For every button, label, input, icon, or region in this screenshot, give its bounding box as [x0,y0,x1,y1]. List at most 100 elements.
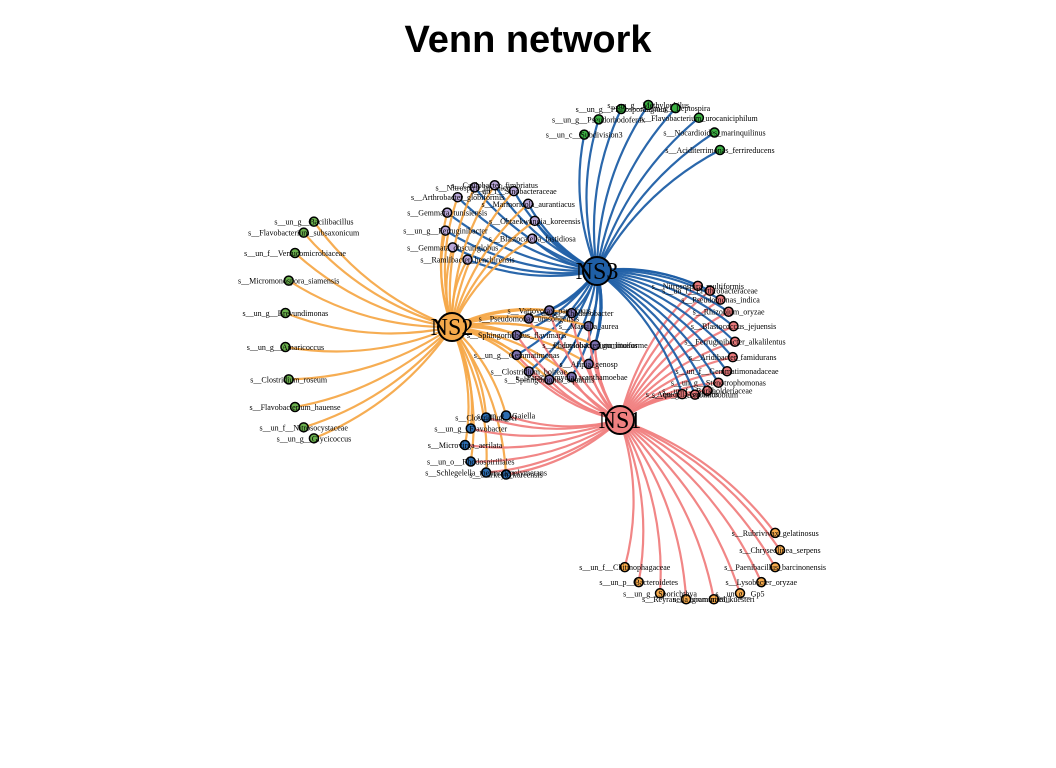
leaf-dot [713,377,724,388]
edge-s-gemmata-obscuriglobus-ns3 [452,246,598,275]
leaf-node-s-aciditerrimonas-ferrireducens: s__Aciditerrimonas_ferrireducens [665,144,775,156]
leaf-node-s-caulobacter-fimbriatus: s__Caulobacter_fimbriatus [451,179,538,191]
leaf-dot [566,307,577,319]
leaf-dot [447,242,458,253]
leaf-dot [689,389,701,400]
leaf-label: s__Nonomuraea_kuesteri [673,595,756,604]
leaf-node-s-nonomuraea-kuesteri: s__Nonomuraea_kuesteri [673,593,756,605]
leaf-dot [511,329,522,341]
edge-s-un-c-subdivision3-ns3 [578,134,599,272]
edge-s-nocardioides-marinquilinus-ns3 [595,131,716,272]
leaf-dot [670,102,681,114]
leaf-label: s__Rhizobium_oryzae [693,308,765,317]
leaf-node-s-clostridium-xi: s__Clostridium_XI [455,412,517,423]
leaf-dot [734,588,746,599]
leaf-dot [500,410,512,421]
leaf-node-s-rubrivivax-gelatinosus: s__Rubrivivax_gelatinosus [732,527,819,539]
edge-s-un-g-leptospira-ns3 [595,107,677,272]
edge-s-flavobacterium-hauense-ns2 [294,326,453,409]
edge-s-sphingorhabdus-flavimaris-ns1 [515,334,621,422]
leaf-dot [676,388,688,400]
edge-s-pseudomonas-indica-ns1 [618,298,722,421]
edge-s-un-g-gp5-ns1 [619,419,742,594]
leaf-node-s-un-g-methylophilus: s__un_g__Methylophilus [607,99,689,111]
leaf-label: s__Gemmata_obscuriglobus [407,243,498,252]
leaf-node-s-un-f-chitinophagaceae: s__un_f__Chitinophagaceae [579,561,671,573]
leaf-dot [544,374,555,385]
leaf-label: s__Ohtaekwangia_koreensis [489,217,581,226]
diagram-title: Venn network [404,19,652,61]
edge-s-ohtaekwangia-koreensis-ns2 [450,219,536,328]
edge-s-un-g-aeromicrobium-ns3 [596,270,697,396]
leaf-node-s-un-f-gemmatimonadaceae: s__un_f__Gemmatimonadaceae [676,365,779,377]
leaf-label: s__Gemmata_tunisiensis [407,209,487,218]
leaf-dot [480,467,492,478]
leaf-label: s__un_g__Amaricoccus [247,343,324,352]
edge-s-nonomuraea-kuesteri-ns1 [619,419,715,600]
leaf-label: s__Pseudomonas_indica [681,296,760,305]
edge-s-reyranella-graminifolii-ns1 [619,419,688,600]
leaf-label: s__Flavobacterium_subsaxonicum [248,229,360,238]
leaf-node-s-nocardioides-marinquilinus: s__Nocardioides_marinquilinus [663,127,766,138]
leaf-node-s-gemmata-tunisiensis: s__Gemmata_tunisiensis [407,207,487,218]
leaf-node-s-un-g-leptospira: s__un_g__Leptospira [641,102,711,114]
leaf-dot [633,576,644,588]
leaf-dot [527,233,538,244]
hub-label: NS3 [576,259,619,285]
leaf-dot [469,182,480,193]
leaf-node-s-un-f-nitrosocystaceae: s__un_f__Nitrosocystaceae [259,422,348,433]
leaf-label: s__Massilia_aurea [559,322,619,331]
leaf-label: s__Arthrobacter_globiformis [411,193,504,202]
edge-s-caulobacter-fimbriatus-ns2 [450,184,496,328]
hub-label: NS1 [599,408,642,434]
leaf-node-s-un-g-pseudorhodoferax: s__un_g__Pseudorhodoferax [552,114,645,125]
leaf-label: s__Sphingomonas_aquatilis [504,376,594,385]
leaf-node-s-un-g-bacilibacillus: s__un_g__Bacilibacillus [274,216,353,227]
leaf-node-s-un-o-rhodospirillales: s__un_o__Rhodospirillales [427,456,515,467]
leaf-node-s-sphingorhabdus-flavimaris: s__Sphingorhabdus_flavimaris [467,329,566,341]
leaf-label: s__Flavobacterium_hauense [249,403,341,412]
leaf-dot [511,349,522,361]
leaf-label: s__Clostridium_bolteae [491,367,568,376]
leaf-label: s__Flavobacterium_urocaniciphilum [640,114,759,123]
leaf-label: s__un_f__Chitinophagaceae [579,563,671,572]
leaf-label: s__un_g__Leptospira [641,104,711,113]
edge-s-un-g-pseudorhodoferax-ns3 [585,119,600,272]
leaf-dot [289,401,301,413]
leaf-label: s__Lysobacter_gummosus [553,341,638,350]
edge-s-gemmata-tunisiensis-ns3 [446,211,598,273]
leaf-node-s-marmoricola-aurantiacus: s__Marmoricola_aurantiacus [482,198,575,210]
leaf-dot [298,422,309,433]
edge-s-un-f-verrucomicrobiaceae-ns2 [294,252,453,329]
leaf-dot [452,191,463,203]
leaf-dot [522,198,534,210]
edge-s-lysobacter-gummosus-ns2 [451,322,596,347]
leaf-label: s__Paenibacillus_barcinonensis [724,563,826,572]
leaf-label: s__Ferruginibacter_alkalilentus [684,338,785,347]
edge-s-un-g-bacilibacillus-ns2 [313,221,453,329]
leaf-label: s__Starkeya_koreensis [469,471,542,480]
leaf-dot [583,358,594,370]
leaf-node-s-un-g-stenotrophomonas: s__un_g__Stenotrophomonas [671,377,766,388]
leaf-label: s__Lysobacter_oryzae [726,578,798,587]
leaf-node-s-clostridium-roseum: s__Clostridium_roseum [250,374,328,385]
leaf-node-s-blastococcus-jejuensis: s__Blastococcus_jejuensis [691,320,776,332]
leaf-label: s__Blastococcus_jejuensis [691,322,776,331]
leaf-node-s-schlegelella-thermodepolymerans: s__Schlegelella_thermodepolymerans [425,467,547,478]
leaf-node-s-lysobacter-oryzae: s__Lysobacter_oryzae [726,576,798,588]
leaf-dot [440,225,451,236]
edge-s-microvirga-aerilata-ns1 [464,419,621,449]
leaf-dot [680,593,692,605]
leaf-node-s-rhizobium-oryzae: s__Rhizobium_oryzae [693,306,765,317]
leaf-dot [523,366,535,377]
leaf-dot [704,285,716,296]
leaf-node-s-ferruginibacter-alkalilentus: s__Ferruginibacter_alkalilentus [684,336,786,347]
leaf-label: s__un_g__Aeromicrobium [652,391,739,400]
leaf-node-s-un-f-erythrobacteraceae: s__un_f__Erythrobacteraceae [662,285,758,296]
leaf-label: s__un_f__Nitrosocystaceae [259,423,348,432]
edge-s-blastococcus-jejuensis-ns3 [596,269,735,328]
leaf-node-s-un-g-gemmatimonas: s__un_g__Gemmatimonas [474,349,560,361]
leaf-dot [283,374,294,385]
leaf-dot [462,254,473,265]
leaf-label: s__Ramlibacter_henchirensis [420,256,514,265]
